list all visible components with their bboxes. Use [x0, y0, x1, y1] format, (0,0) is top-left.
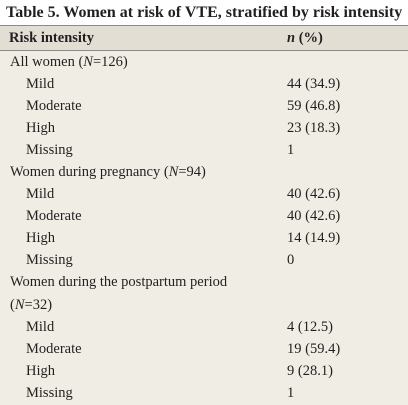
table-row: High 23 (18.3) [0, 117, 408, 139]
row-label: Mild [26, 75, 55, 92]
header-n-percent: n (%) [287, 30, 323, 47]
row-value: 1 [287, 384, 295, 401]
row-value: 40 (42.6) [287, 208, 341, 225]
table-caption: Table 5. Women at risk of VTE, stratifie… [0, 0, 408, 26]
group-title-pre: Women during pregnancy ( [10, 164, 169, 181]
row-label: High [26, 230, 55, 247]
group-header-postpartum-cont: (N=32) [0, 294, 408, 316]
row-label: High [26, 362, 55, 379]
row-value: 44 (34.9) [287, 75, 341, 92]
table-row: High 14 (14.9) [0, 228, 408, 250]
table-row: Moderate 59 (46.8) [0, 95, 408, 117]
group-title-post: =32) [24, 296, 53, 313]
row-label: Moderate [26, 208, 82, 225]
row-value: 9 (28.1) [287, 362, 333, 379]
row-value: 40 (42.6) [287, 186, 341, 203]
table-row: Missing 0 [0, 250, 408, 272]
row-value: 23 (18.3) [287, 119, 341, 136]
group-header-pregnancy: Women during pregnancy (N=94) [0, 161, 408, 183]
row-value: 4 (12.5) [287, 318, 333, 335]
row-label: Missing [26, 252, 73, 269]
table-row: Mild 4 (12.5) [0, 316, 408, 338]
header-percent: (%) [295, 29, 323, 46]
row-value: 14 (14.9) [287, 230, 341, 247]
row-label: Missing [26, 141, 73, 158]
table-row: Mild 44 (34.9) [0, 73, 408, 95]
row-label: Missing [26, 384, 73, 401]
table-row: Missing 1 [0, 139, 408, 161]
group-title-line1: Women during the postpartum period [10, 274, 228, 291]
row-label: Moderate [26, 340, 82, 357]
table-header-row: Risk intensity n (%) [0, 26, 408, 51]
row-value: 19 (59.4) [287, 340, 341, 357]
row-label: High [26, 119, 55, 136]
table-row: Missing 1 [0, 382, 408, 404]
group-header-all-women: All women (N=126) [0, 51, 408, 73]
row-value: 0 [287, 252, 295, 269]
group-header-postpartum: Women during the postpartum period [0, 272, 408, 294]
table-body: All women (N=126) Mild 44 (34.9) Moderate… [0, 51, 408, 405]
table-row: Mild 40 (42.6) [0, 184, 408, 206]
group-title-post: =126) [92, 53, 128, 70]
row-value: 1 [287, 141, 295, 158]
group-title-pre: All women ( [10, 53, 84, 70]
row-label: Mild [26, 186, 55, 203]
group-title-post: =94) [178, 164, 206, 181]
table-row: Moderate 19 (59.4) [0, 338, 408, 360]
table-row: Moderate 40 (42.6) [0, 206, 408, 228]
table-row: High 9 (28.1) [0, 360, 408, 382]
group-title-n: N [14, 296, 25, 313]
header-n: n [287, 29, 296, 46]
header-risk-intensity: Risk intensity [9, 29, 95, 46]
row-label: Moderate [26, 97, 82, 114]
group-title-pre: ( [10, 296, 15, 313]
group-title-n: N [168, 164, 179, 181]
row-value: 59 (46.8) [287, 97, 341, 114]
group-title-n: N [83, 53, 93, 70]
row-label: Mild [26, 318, 55, 335]
